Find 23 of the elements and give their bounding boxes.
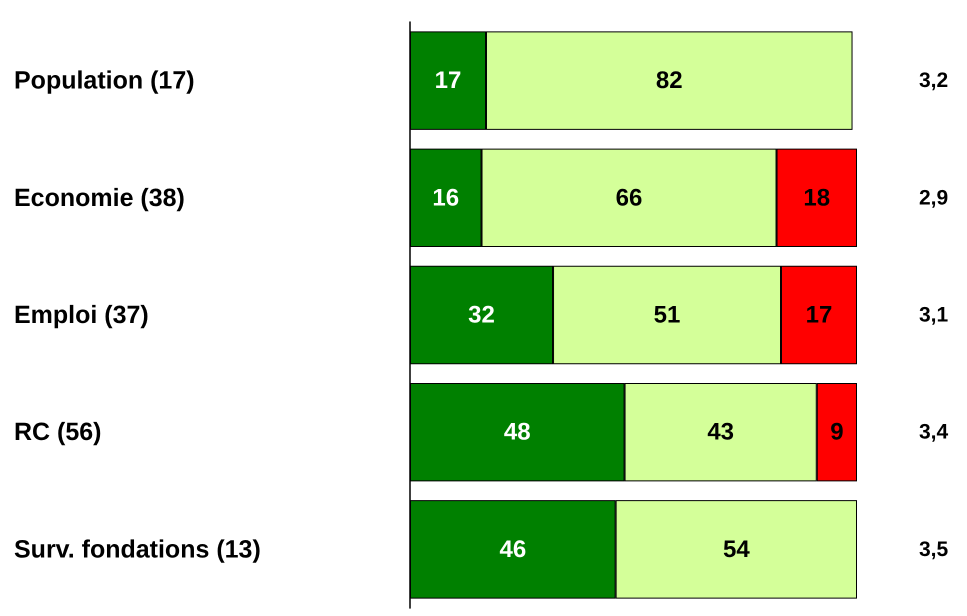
data-label: 17 [806,302,832,328]
data-label: 17 [434,67,462,94]
text: 2,9 [919,186,948,210]
data-label: 18 [803,184,830,212]
data-label: 48 [504,418,531,446]
data-label: 51 [654,302,680,328]
y-tick-label: Population (17) [14,66,195,95]
text: 3,2 [919,69,948,92]
data-label: 9 [830,418,844,446]
data-label: 82 [656,67,683,94]
data-label: 46 [499,536,526,563]
text: 3,1 [919,304,949,326]
text: 3,4 [919,420,949,444]
y-tick-label: Surv. fondations (13) [14,535,261,564]
data-label: 16 [432,184,460,212]
text: 3,5 [919,538,949,561]
y-tick-label: Emploi (37) [14,301,149,329]
data-label: 32 [468,302,495,328]
data-label: 43 [707,418,734,446]
y-tick-label: Economie (38) [14,184,185,212]
y-tick-label: RC (56) [14,418,102,446]
data-label: 54 [722,536,750,563]
data-label: 66 [616,184,642,212]
